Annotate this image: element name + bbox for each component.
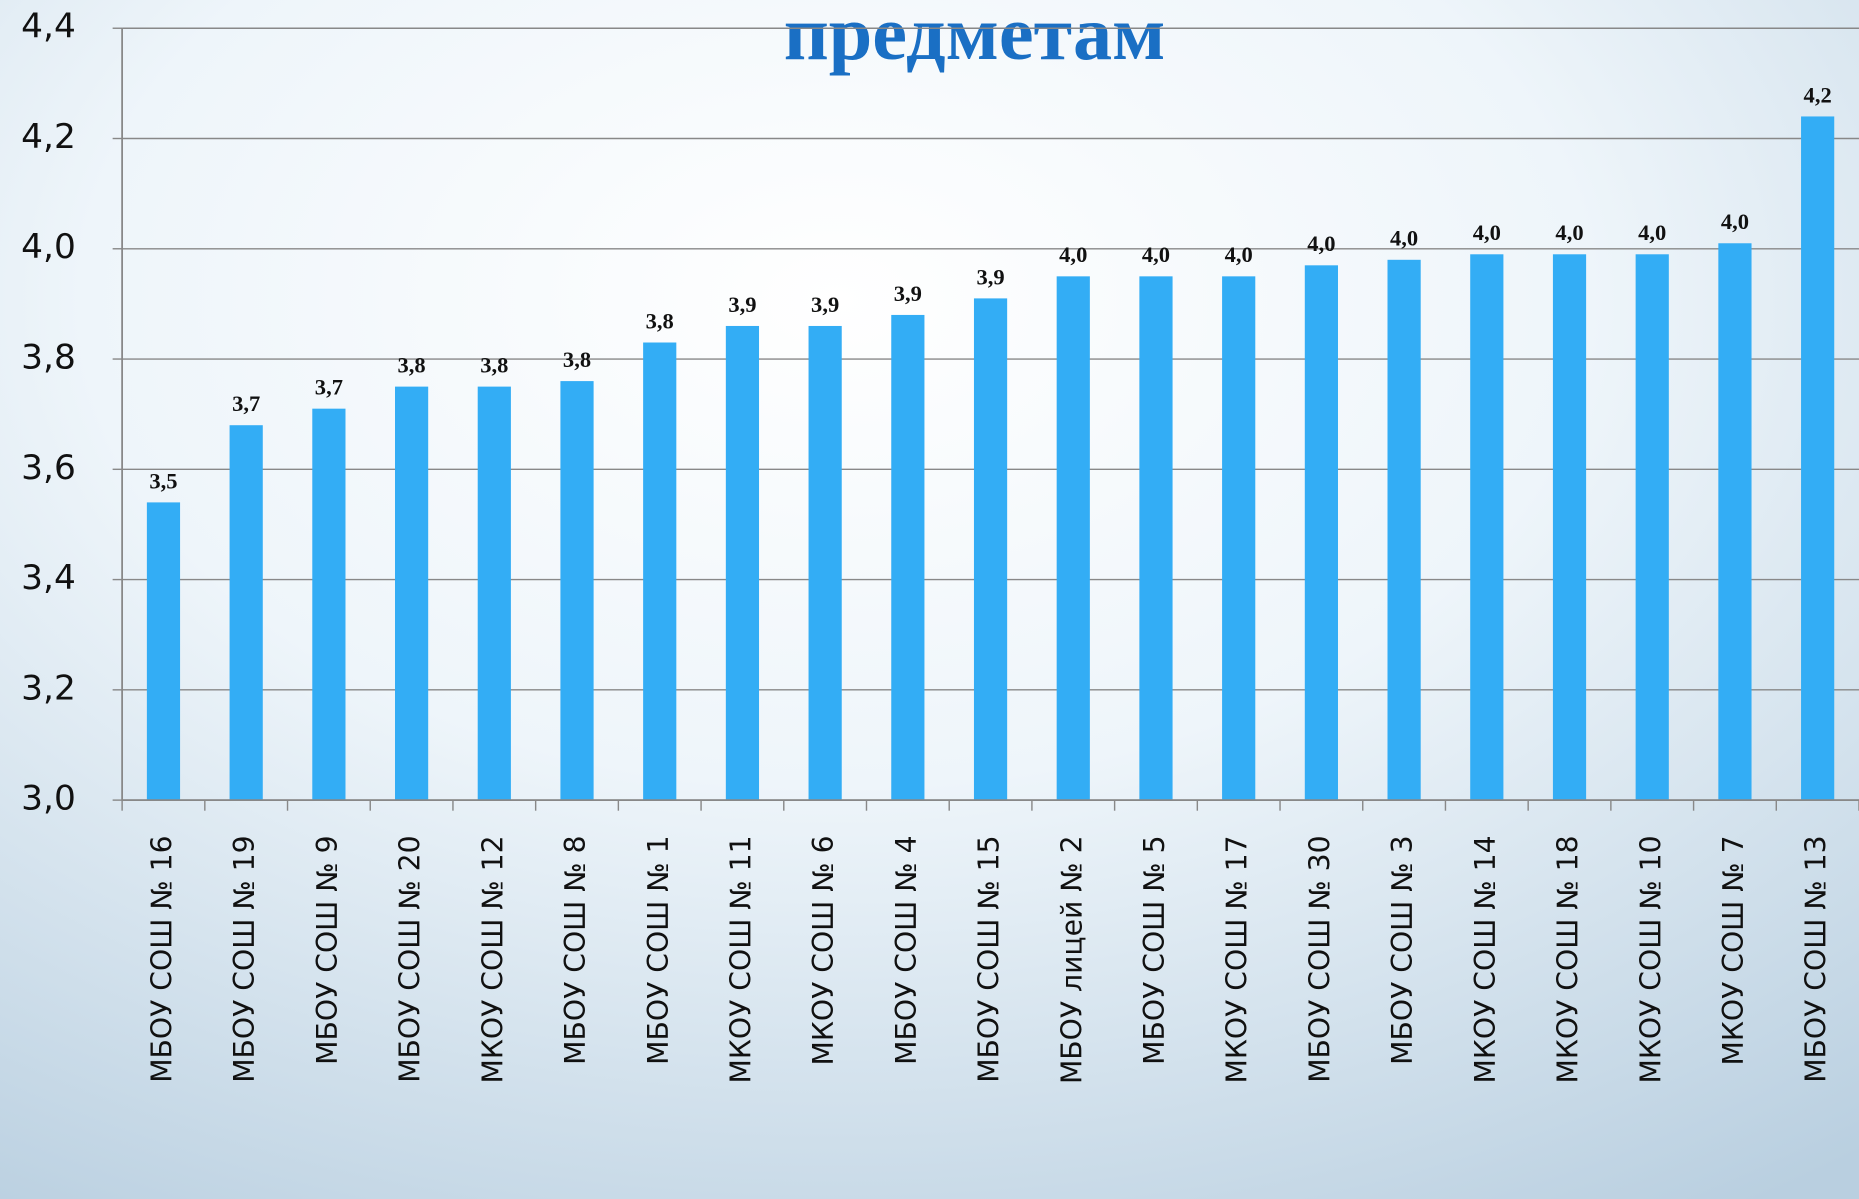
bar: [643, 343, 676, 801]
value-label: 3,9: [894, 281, 922, 306]
value-label: 3,8: [398, 353, 426, 378]
bar: [974, 298, 1007, 800]
x-tick-label: МБОУ СОШ № 30: [1303, 835, 1336, 1082]
value-label: 4,0: [1307, 231, 1335, 256]
value-label: 4,0: [1555, 220, 1583, 245]
value-label: 3,8: [563, 347, 591, 372]
bar: [1305, 265, 1338, 800]
y-tick-label: 4,2: [21, 117, 76, 157]
y-tick-label: 3,0: [21, 779, 76, 819]
x-tick-label: МБОУ СОШ № 3: [1386, 835, 1419, 1064]
bar: [1553, 254, 1586, 800]
value-label: 3,7: [232, 391, 260, 416]
bar: [809, 326, 842, 800]
x-tick-label: МКОУ СОШ № 17: [1221, 835, 1254, 1083]
y-tick-label: 3,6: [21, 448, 76, 488]
y-tick-label: 4,0: [21, 227, 76, 267]
bar: [395, 387, 428, 801]
x-tick-label: МКОУ СОШ № 12: [476, 835, 509, 1083]
bar: [1222, 276, 1255, 800]
value-label: 4,2: [1804, 82, 1832, 107]
x-tick-label: МКОУ СОШ № 7: [1717, 835, 1750, 1065]
y-tick-label: 3,4: [21, 558, 76, 598]
value-label: 4,0: [1390, 226, 1418, 251]
value-label: 4,0: [1721, 209, 1749, 234]
x-tick-label: МКОУ СОШ № 14: [1469, 835, 1502, 1083]
value-label: 3,9: [728, 292, 756, 317]
y-tick-label: 4,4: [21, 7, 76, 47]
value-label: 3,5: [149, 468, 177, 493]
bar: [478, 387, 511, 801]
bar: [560, 381, 593, 800]
x-tick-label: МБОУ СОШ № 16: [145, 835, 178, 1082]
bar: [230, 425, 263, 800]
x-tick-label: МКОУ СОШ № 18: [1551, 835, 1584, 1083]
value-label: 4,0: [1225, 242, 1253, 267]
value-label: 4,0: [1142, 242, 1170, 267]
x-tick-label: МБОУ СОШ № 9: [311, 835, 344, 1064]
chart-title: предметам: [784, 0, 1166, 76]
bar: [891, 315, 924, 800]
chart: предметам 3,0 3,2 3,4 3,6 3,8 4,0 4,2 4,4 МБОУ С…: [0, 0, 1859, 1199]
bar: [1057, 276, 1090, 800]
x-tick-label: МБОУ СОШ № 13: [1800, 835, 1833, 1082]
bar: [1139, 276, 1172, 800]
value-label: 3,7: [315, 375, 343, 400]
bar: [1388, 260, 1421, 800]
bar: [147, 502, 180, 800]
x-tick-label: МБОУ СОШ № 1: [642, 835, 675, 1064]
bar: [312, 409, 345, 800]
bar: [1470, 254, 1503, 800]
x-tick-label: МБОУ СОШ № 8: [559, 835, 592, 1064]
x-tick-label: МБОУ СОШ № 4: [890, 835, 923, 1064]
value-label: 4,0: [1473, 220, 1501, 245]
x-tick-label: МБОУ СОШ № 5: [1138, 835, 1171, 1064]
x-tick-label: МБОУ СОШ № 15: [972, 835, 1005, 1082]
x-tick-label: МБОУ СОШ № 19: [228, 835, 261, 1082]
x-tick-label: МБОУ СОШ № 20: [394, 835, 427, 1082]
bar: [1718, 243, 1751, 800]
value-label: 4,0: [1638, 220, 1666, 245]
x-tick-label: МКОУ СОШ № 10: [1634, 835, 1667, 1083]
bar: [1801, 116, 1834, 800]
bar: [726, 326, 759, 800]
value-label: 3,9: [976, 264, 1004, 289]
bar: [1636, 254, 1669, 800]
x-tick-label: МКОУ СОШ № 11: [724, 835, 757, 1083]
y-tick-label: 3,2: [21, 668, 76, 708]
y-tick-label: 3,8: [21, 338, 76, 378]
value-label: 3,8: [480, 353, 508, 378]
value-label: 3,9: [811, 292, 839, 317]
x-tick-label: МБОУ лицей № 2: [1055, 835, 1088, 1084]
x-tick-label: МКОУ СОШ № 6: [807, 835, 840, 1065]
value-label: 4,0: [1059, 242, 1087, 267]
value-label: 3,8: [646, 308, 674, 333]
